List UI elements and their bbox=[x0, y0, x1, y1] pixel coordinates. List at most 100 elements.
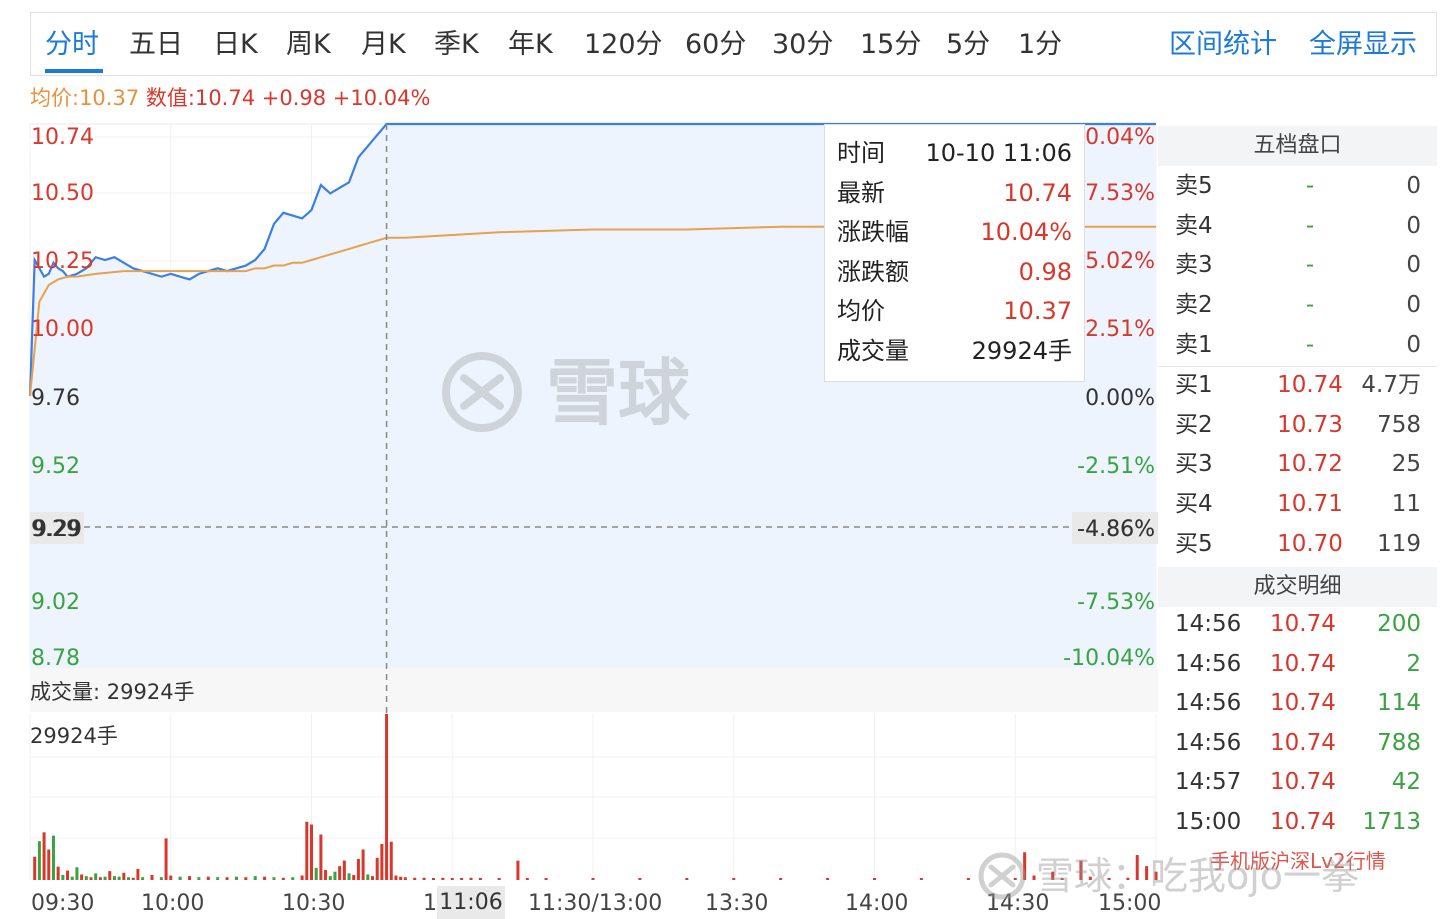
volume-bar bbox=[159, 877, 163, 880]
volume-bar bbox=[103, 876, 107, 880]
price-line bbox=[28, 122, 1156, 397]
price-tick-label: 9.76 bbox=[31, 386, 80, 411]
cursor-percent-label: -4.86% bbox=[1077, 517, 1155, 542]
tab-monthly-k[interactable]: 月K bbox=[361, 29, 406, 60]
trade-row: 15:00 10.74 1713 bbox=[1175, 809, 1421, 835]
tab-1min[interactable]: 1分 bbox=[1018, 29, 1063, 60]
volume-bar bbox=[281, 877, 285, 880]
orderbook-divider bbox=[1158, 366, 1437, 367]
tab-30min[interactable]: 30分 bbox=[772, 29, 834, 60]
volume-bar bbox=[47, 849, 51, 880]
tooltip-row-change-pct: 涨跌幅 10.04% bbox=[837, 218, 1072, 246]
volume-bar bbox=[347, 873, 351, 880]
lv2-promo-text: 手机版沪深Lv2行情 bbox=[1210, 849, 1386, 873]
volume-bar bbox=[188, 876, 192, 880]
volume-bar bbox=[333, 871, 337, 880]
current-value-label: 数值:10.74 +0.98 +10.04% bbox=[145, 86, 431, 110]
volume-bar bbox=[779, 878, 783, 880]
volume-bar bbox=[328, 876, 332, 880]
volume-bar bbox=[638, 878, 642, 880]
price-tick-label: 9.02 bbox=[31, 590, 80, 615]
volume-bar bbox=[1013, 878, 1017, 880]
cursor-price-label: 9.29 bbox=[33, 517, 82, 542]
time-tick: 14:00 bbox=[845, 891, 909, 916]
fullscreen-button[interactable]: 全屏显示 bbox=[1309, 29, 1417, 60]
volume-bar bbox=[263, 876, 267, 880]
volume-bar bbox=[127, 877, 131, 880]
orderbook-bid-row: 买3 10.72 25 bbox=[1175, 451, 1421, 477]
percent-axis-labels: 10.04% 7.53% 5.02% 2.51% 0.00% -2.51% -4.86% -7… bbox=[1063, 125, 1155, 671]
volume-bar bbox=[1060, 878, 1064, 880]
volume-bar bbox=[1088, 876, 1092, 880]
volume-bar bbox=[544, 878, 548, 880]
volume-bar bbox=[169, 875, 173, 880]
volume-bar bbox=[225, 877, 229, 880]
volume-bar bbox=[1145, 866, 1149, 880]
volume-bar bbox=[342, 860, 346, 880]
price-tick-label: 10.50 bbox=[31, 181, 94, 206]
time-tick: 1 bbox=[423, 891, 437, 916]
volume-bar bbox=[460, 878, 464, 880]
volume-bar bbox=[112, 876, 116, 880]
volume-bar bbox=[375, 857, 379, 880]
volume-bar bbox=[141, 877, 145, 880]
percent-tick-label: 5.02% bbox=[1085, 249, 1155, 274]
tab-yearly-k[interactable]: 年K bbox=[508, 29, 553, 60]
price-axis-labels: 10.74 10.50 10.25 10.00 9.76 9.52 9.29 9.02 8.78 bbox=[31, 125, 94, 671]
orderbook-ask-row: 卖4 - 0 bbox=[1175, 213, 1421, 239]
volume-bar bbox=[441, 877, 445, 880]
volume-bar bbox=[150, 875, 154, 880]
volume-bar bbox=[234, 876, 238, 880]
volume-bar bbox=[319, 834, 323, 880]
tab-120min[interactable]: 120分 bbox=[584, 29, 663, 60]
price-tick-label: 10.25 bbox=[31, 249, 94, 274]
volume-bar bbox=[826, 878, 830, 880]
volume-bar bbox=[84, 876, 88, 880]
time-tick: 09:30 bbox=[31, 891, 95, 916]
average-price-line bbox=[29, 225, 1156, 397]
tab-intraday[interactable]: 分时 bbox=[45, 29, 99, 60]
tab-5min[interactable]: 5分 bbox=[946, 29, 991, 60]
tab-quarterly-k[interactable]: 季K bbox=[434, 29, 479, 60]
tab-five-day[interactable]: 五日 bbox=[129, 29, 183, 60]
percent-tick-label: 10.04% bbox=[1071, 125, 1155, 150]
time-tick: 13:30 bbox=[705, 891, 769, 916]
volume-bar bbox=[525, 878, 529, 880]
side-panel: 五档盘口 卖5 - 0 卖4 - 0 卖3 - 0 卖2 - 0 卖1 - 0 … bbox=[1158, 124, 1437, 856]
price-tick-label: 9.52 bbox=[31, 454, 80, 479]
trade-row: 14:56 10.74 200 bbox=[1175, 611, 1421, 637]
volume-bar bbox=[216, 877, 220, 880]
orderbook-bid-row: 买4 10.71 11 bbox=[1175, 491, 1421, 517]
volume-bar bbox=[385, 714, 389, 880]
range-stats-button[interactable]: 区间统计 bbox=[1169, 29, 1277, 60]
volume-bar bbox=[1023, 852, 1027, 880]
volume-bar bbox=[356, 858, 360, 880]
volume-bar bbox=[431, 878, 435, 880]
tab-daily-k[interactable]: 日K bbox=[213, 29, 258, 60]
volume-bar bbox=[1135, 855, 1139, 880]
tab-weekly-k[interactable]: 周K bbox=[286, 29, 331, 60]
volume-bar bbox=[450, 878, 454, 880]
percent-tick-label: 7.53% bbox=[1085, 181, 1155, 206]
orderbook-ask-row: 卖3 - 0 bbox=[1175, 252, 1421, 278]
snowball-logo-icon bbox=[442, 352, 522, 432]
volume-bar bbox=[389, 841, 393, 880]
tab-60min[interactable]: 60分 bbox=[685, 29, 747, 60]
volume-bar bbox=[352, 875, 356, 880]
volume-bar bbox=[873, 878, 876, 880]
volume-bar bbox=[56, 866, 60, 880]
volume-bar bbox=[117, 876, 121, 880]
price-info-line: 均价:10.37 数值:10.74 +0.98 +10.04% bbox=[30, 84, 430, 112]
tab-15min[interactable]: 15分 bbox=[860, 29, 922, 60]
time-tick: 11:30/13:00 bbox=[528, 891, 663, 916]
volume-bar bbox=[98, 877, 102, 880]
price-tick-label: 8.78 bbox=[31, 646, 80, 671]
volume-bar bbox=[305, 821, 309, 880]
volume-bars bbox=[33, 714, 1158, 880]
orderbook-title: 五档盘口 bbox=[1158, 126, 1437, 166]
percent-tick-label: -10.04% bbox=[1063, 646, 1155, 671]
volume-bar bbox=[253, 876, 257, 880]
volume-bar bbox=[314, 867, 318, 880]
trade-row: 14:57 10.74 42 bbox=[1175, 769, 1421, 795]
